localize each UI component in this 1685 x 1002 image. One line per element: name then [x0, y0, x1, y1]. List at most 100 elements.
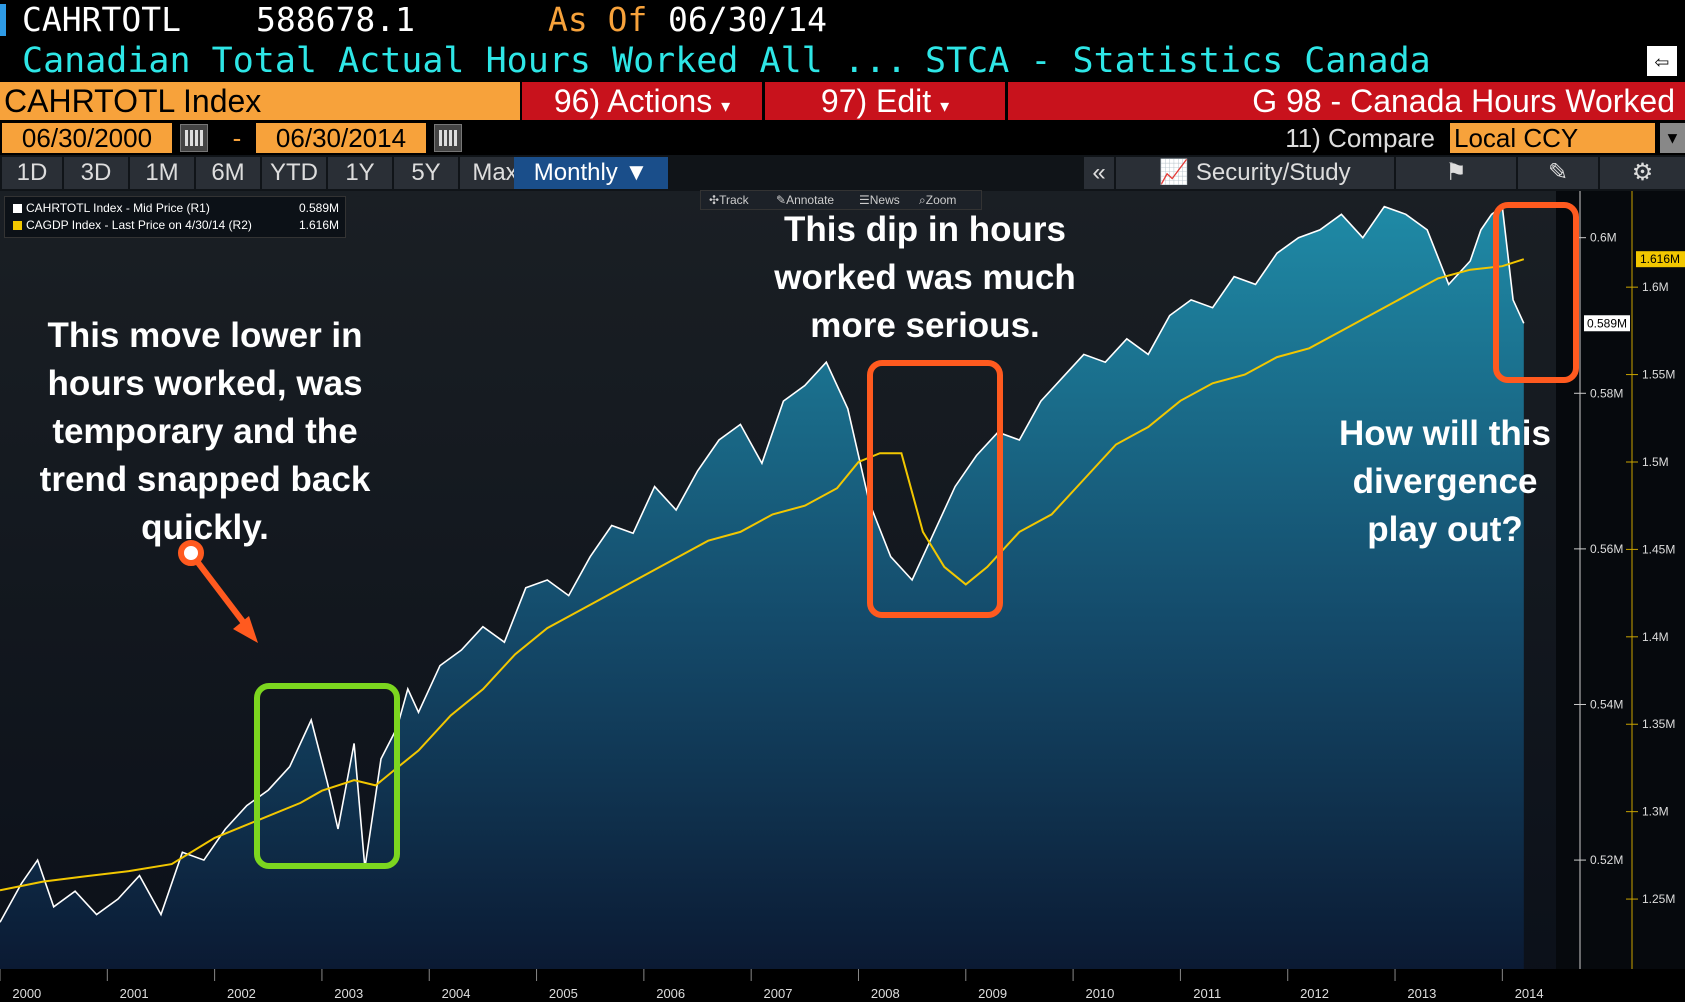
description-row: Canadian Total Actual Hours Worked All .…	[0, 40, 1685, 82]
annotation-middle: This dip in hours worked was much more s…	[774, 210, 1076, 345]
y1-last-value-box	[1584, 315, 1630, 332]
x-tick-label: 2003	[334, 986, 363, 1001]
date-range-bar: 06/30/2000 - 06/30/2014 11) Compare Loca…	[0, 120, 1685, 155]
y1-tick-label: 0.54M	[1590, 697, 1623, 711]
command-bar: CAHRTOTL Index 96) Actions ▾ 97) Edit ▾ …	[0, 82, 1685, 120]
legend-value: 0.589M	[298, 201, 339, 215]
security-study-button[interactable]: 📈 Security/Study	[1116, 157, 1394, 189]
y2-tick-label: 1.3M	[1642, 805, 1669, 819]
calendar-icon[interactable]	[434, 124, 462, 152]
start-date-input[interactable]: 06/30/2000	[2, 123, 172, 153]
x-axis-bar	[0, 969, 1685, 1002]
arrow-start-dot	[178, 540, 204, 566]
range-tab-1y[interactable]: 1Y	[328, 157, 392, 189]
track-label: Track	[719, 193, 749, 207]
x-tick-label: 2001	[120, 986, 149, 1001]
line-cagdp	[0, 258, 1525, 892]
x-tick-label: 2013	[1407, 986, 1436, 1001]
y2-tick-label: 1.6M	[1642, 280, 1669, 294]
x-tick-label: 2008	[871, 986, 900, 1001]
annotation-left: This move lower in hours worked, was tem…	[39, 316, 371, 547]
calendar-icon[interactable]	[180, 124, 208, 152]
currency-select[interactable]: Local CCY	[1450, 123, 1655, 153]
end-date-input[interactable]: 06/30/2014	[256, 123, 426, 153]
news-label: News	[869, 193, 900, 207]
annotate-label: Annotate	[786, 193, 835, 207]
chart-study-icon: 📈	[1159, 159, 1190, 186]
zoom-label: Zoom	[925, 193, 957, 207]
range-tab-1d[interactable]: 1D	[2, 157, 62, 189]
chart-legend: CAHRTOTL Index - Mid Price (R1) 0.589M C…	[4, 196, 346, 238]
legend-value: 1.616M	[298, 218, 339, 232]
range-tab-3d[interactable]: 3D	[64, 157, 128, 189]
x-tick-label: 2009	[978, 986, 1007, 1001]
last-value: 588678.1	[256, 0, 415, 39]
x-tick-label: 2005	[549, 986, 578, 1001]
back-icon[interactable]: ⇦	[1647, 46, 1677, 76]
description: Canadian Total Actual Hours Worked All .…	[22, 41, 908, 81]
x-tick-label: 2007	[764, 986, 793, 1001]
annotate-button[interactable]: ✎ Annotate	[776, 193, 835, 207]
x-tick-label: 2011	[1193, 986, 1221, 1001]
y2-tick-label: 1.55M	[1642, 368, 1675, 382]
gear-icon[interactable]: ⚙	[1600, 157, 1685, 189]
y2-tick-label: 1.5M	[1642, 455, 1669, 469]
chart-mini-toolbar: ✣ Track ✎ Annotate ☰ News ⌕ Zoom	[700, 190, 982, 210]
range-tab-1m[interactable]: 1M	[130, 157, 194, 189]
annotation-right: How will this divergence play out?	[1339, 414, 1551, 549]
range-tab-6m[interactable]: 6M	[196, 157, 260, 189]
zoom-button[interactable]: ⌕ Zoom	[919, 193, 957, 207]
chart-area[interactable]: 2000 2001 2002 2003 2004 2005 2006 2007 2008 2009…	[0, 191, 1685, 1002]
graph-title: G 98 - Canada Hours Worked	[1008, 82, 1685, 120]
y2-last-value-box	[1636, 251, 1685, 268]
y1-tick-label: 0.58M	[1590, 386, 1623, 400]
legend-swatch	[13, 204, 22, 214]
chevron-down-icon[interactable]: ▼	[1660, 123, 1685, 153]
highlight-box-2014	[1493, 202, 1579, 383]
header-accent	[0, 4, 6, 36]
news-button[interactable]: ☰ News	[859, 193, 900, 207]
line-cahrtotl	[0, 205, 1525, 923]
x-tick-label: 2012	[1300, 986, 1329, 1001]
y1-last-value: 0.589M	[1587, 316, 1627, 330]
edit-menu[interactable]: 97) Edit ▾	[765, 82, 1005, 120]
highlight-box-2008	[867, 360, 1003, 618]
y1-tick-label: 0.6M	[1590, 231, 1617, 245]
annotate-icon[interactable]: ✎	[1518, 157, 1598, 189]
security-study-label: Security/Study	[1195, 159, 1351, 186]
y1-tick-label: 0.52M	[1590, 853, 1623, 867]
legend-label: CAGDP Index - Last Price on 4/30/14 (R2)	[26, 218, 252, 232]
arrow-head-icon	[233, 616, 258, 643]
as-of-date: 06/30/14	[668, 0, 827, 39]
x-tick-label: 2014	[1515, 986, 1544, 1001]
ticker: CAHRTOTL	[22, 0, 181, 39]
area-cahrtotl	[0, 206, 1524, 970]
range-tab-5y[interactable]: 5Y	[394, 157, 458, 189]
date-separator: -	[232, 123, 242, 153]
security-header: CAHRTOTL 588678.1 As Of 06/30/14	[0, 0, 1685, 40]
compare-button[interactable]: 11) Compare	[1285, 123, 1435, 153]
security-field[interactable]: CAHRTOTL Index	[0, 82, 520, 120]
frequency-label: Monthly	[533, 159, 618, 186]
x-tick-label: 2004	[442, 986, 471, 1001]
collapse-button[interactable]: «	[1084, 157, 1114, 189]
range-tab-ytd[interactable]: YTD	[262, 157, 326, 189]
frequency-select[interactable]: Monthly ▼	[514, 157, 668, 189]
y2-tick-label: 1.45M	[1642, 542, 1675, 556]
x-tick-label: 2010	[1085, 986, 1114, 1001]
x-tick-label: 2000	[12, 986, 41, 1001]
flag-icon[interactable]: ⚑	[1396, 157, 1516, 189]
legend-item: CAHRTOTL Index - Mid Price (R1)	[13, 200, 210, 216]
as-of-label: As Of	[548, 0, 648, 39]
y1-tick-label: 0.56M	[1590, 542, 1623, 556]
legend-label: CAHRTOTL Index - Mid Price (R1)	[26, 201, 210, 215]
actions-menu[interactable]: 96) Actions ▾	[522, 82, 762, 120]
source: STCA - Statistics Canada	[925, 41, 1431, 81]
dropdown-arrow-icon: ▾	[721, 96, 731, 116]
track-button[interactable]: ✣ Track	[709, 193, 749, 207]
highlight-box-2003	[254, 683, 400, 869]
actions-label: 96) Actions	[553, 83, 713, 119]
x-tick-label: 2002	[227, 986, 256, 1001]
y2-last-value: 1.616M	[1640, 252, 1680, 266]
x-tick-label: 2006	[656, 986, 685, 1001]
